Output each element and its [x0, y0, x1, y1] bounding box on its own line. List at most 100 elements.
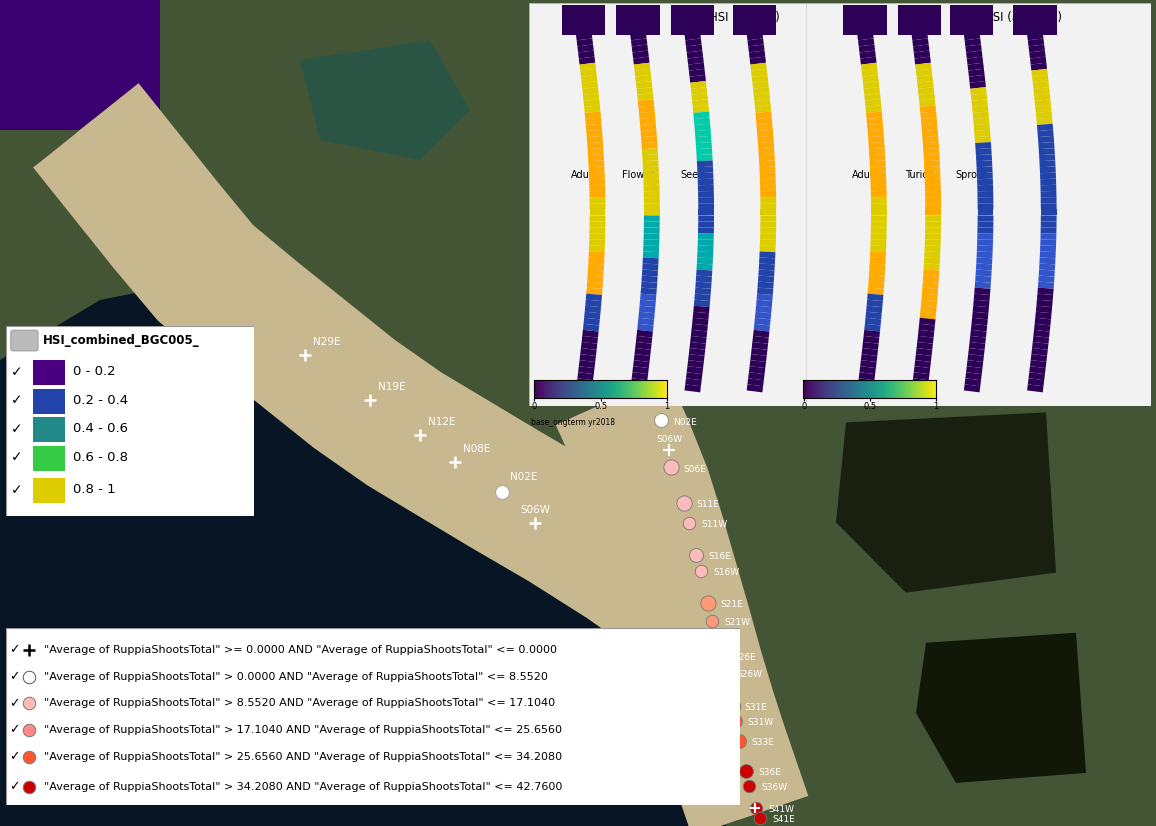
Polygon shape: [94, 96, 712, 596]
Polygon shape: [1040, 216, 1057, 221]
Polygon shape: [917, 336, 934, 344]
Polygon shape: [758, 148, 775, 155]
Polygon shape: [698, 227, 714, 234]
Polygon shape: [761, 227, 776, 234]
Polygon shape: [1040, 221, 1057, 228]
Text: S41W: S41W: [768, 805, 794, 814]
Polygon shape: [759, 178, 776, 185]
Polygon shape: [747, 384, 763, 392]
Polygon shape: [862, 81, 880, 89]
Polygon shape: [977, 227, 993, 234]
Polygon shape: [759, 245, 776, 252]
Polygon shape: [631, 38, 647, 46]
Polygon shape: [1039, 154, 1055, 161]
Polygon shape: [698, 203, 714, 209]
Polygon shape: [691, 330, 707, 338]
FancyBboxPatch shape: [844, 5, 887, 36]
Text: 0.2 - 0.4: 0.2 - 0.4: [73, 394, 128, 407]
Polygon shape: [1039, 269, 1055, 277]
Polygon shape: [972, 311, 988, 320]
Polygon shape: [920, 112, 936, 119]
Polygon shape: [922, 276, 939, 282]
Polygon shape: [925, 167, 940, 173]
Polygon shape: [696, 269, 712, 277]
Polygon shape: [924, 269, 940, 277]
Polygon shape: [1031, 63, 1047, 71]
Polygon shape: [691, 87, 707, 95]
Polygon shape: [587, 276, 603, 282]
Polygon shape: [870, 221, 887, 228]
Polygon shape: [1027, 384, 1044, 392]
Polygon shape: [644, 240, 659, 246]
Polygon shape: [579, 57, 595, 64]
Polygon shape: [761, 203, 776, 209]
Polygon shape: [922, 130, 939, 137]
Polygon shape: [970, 336, 986, 344]
Polygon shape: [580, 69, 596, 77]
Polygon shape: [581, 75, 598, 83]
Polygon shape: [691, 93, 707, 101]
Polygon shape: [748, 378, 764, 387]
Polygon shape: [925, 197, 941, 203]
Polygon shape: [870, 227, 887, 234]
Polygon shape: [759, 240, 776, 246]
Polygon shape: [972, 106, 988, 113]
Polygon shape: [870, 234, 887, 240]
Polygon shape: [912, 384, 928, 392]
Polygon shape: [865, 99, 881, 107]
Polygon shape: [686, 378, 702, 387]
Polygon shape: [584, 318, 600, 325]
Polygon shape: [1040, 203, 1057, 209]
Polygon shape: [684, 384, 701, 392]
Polygon shape: [581, 342, 598, 349]
Text: ✓: ✓: [9, 697, 20, 710]
Polygon shape: [866, 106, 882, 113]
Polygon shape: [1037, 130, 1053, 137]
Polygon shape: [1040, 191, 1057, 197]
Polygon shape: [977, 167, 993, 173]
Polygon shape: [637, 87, 653, 95]
Polygon shape: [560, 60, 820, 310]
Polygon shape: [576, 384, 592, 392]
Polygon shape: [688, 63, 704, 71]
Polygon shape: [584, 311, 600, 320]
Polygon shape: [1037, 300, 1053, 307]
Polygon shape: [925, 173, 941, 179]
FancyBboxPatch shape: [733, 5, 776, 36]
Polygon shape: [583, 93, 599, 101]
Polygon shape: [638, 318, 654, 325]
Polygon shape: [969, 348, 985, 356]
FancyBboxPatch shape: [10, 330, 38, 351]
Polygon shape: [922, 282, 939, 289]
Polygon shape: [644, 227, 660, 234]
Polygon shape: [587, 148, 603, 155]
Polygon shape: [644, 197, 660, 203]
Polygon shape: [1038, 276, 1054, 282]
FancyBboxPatch shape: [670, 5, 714, 36]
Polygon shape: [748, 45, 764, 53]
Polygon shape: [643, 251, 659, 259]
Polygon shape: [861, 69, 877, 77]
Text: S16W: S16W: [713, 568, 739, 577]
Polygon shape: [756, 293, 773, 301]
Polygon shape: [919, 99, 935, 107]
Polygon shape: [697, 167, 713, 173]
Polygon shape: [916, 354, 932, 362]
Polygon shape: [865, 324, 881, 331]
Polygon shape: [755, 99, 771, 107]
Polygon shape: [637, 93, 653, 101]
Polygon shape: [921, 300, 938, 307]
Text: Adult: Adult: [852, 170, 877, 180]
Polygon shape: [642, 276, 658, 282]
Polygon shape: [966, 360, 984, 368]
Polygon shape: [696, 276, 712, 282]
Polygon shape: [925, 227, 941, 234]
Polygon shape: [688, 354, 704, 362]
Polygon shape: [631, 378, 647, 387]
Polygon shape: [748, 373, 764, 380]
Polygon shape: [642, 269, 658, 277]
Polygon shape: [1040, 234, 1057, 240]
Polygon shape: [869, 154, 885, 161]
Polygon shape: [918, 330, 934, 338]
Polygon shape: [870, 191, 887, 197]
